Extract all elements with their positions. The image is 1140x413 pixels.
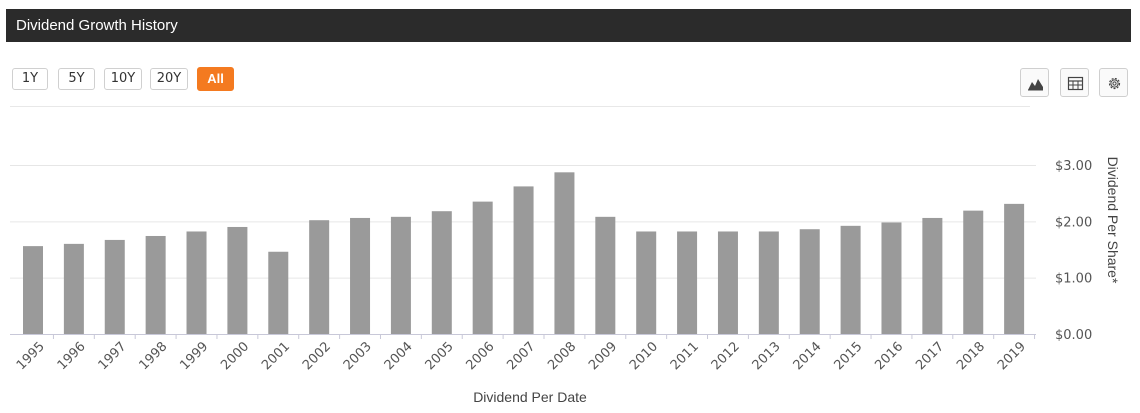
bar-2013[interactable] — [758, 231, 779, 334]
bar-1996[interactable] — [63, 243, 84, 334]
x-tick-label: 2009 — [586, 339, 620, 373]
x-tick-label: 2008 — [545, 339, 579, 373]
y-tick-label: $3.00 — [1055, 159, 1092, 174]
bar-2002[interactable] — [309, 220, 330, 334]
x-tick-label: 1997 — [96, 339, 130, 373]
y-tick-label: $2.00 — [1055, 215, 1092, 230]
bar-2003[interactable] — [350, 217, 371, 334]
bar-1999[interactable] — [186, 231, 207, 334]
x-tick-label: 2019 — [995, 339, 1029, 373]
bar-1995[interactable] — [23, 246, 43, 334]
bar-2014[interactable] — [799, 229, 820, 334]
bar-1998[interactable] — [145, 235, 166, 334]
x-tick-label: 2005 — [423, 339, 457, 373]
bar-2019[interactable] — [1004, 203, 1025, 334]
x-tick-label: 2000 — [218, 339, 252, 373]
x-tick-label: 2011 — [668, 339, 702, 373]
x-tick-label: 2018 — [954, 339, 988, 373]
bar-2006[interactable] — [472, 201, 493, 334]
range-10y-button[interactable]: 10Y — [104, 68, 142, 90]
x-tick-label: 1999 — [177, 339, 211, 373]
table-icon — [1067, 76, 1084, 91]
bar-2007[interactable] — [513, 186, 534, 334]
x-tick-label: 2012 — [709, 339, 743, 373]
chart-header: Dividend Growth History — [6, 9, 1131, 42]
range-all-button[interactable]: All — [197, 67, 234, 91]
bar-2001[interactable] — [268, 251, 289, 334]
bar-2011[interactable] — [677, 231, 698, 334]
bar-2012[interactable] — [717, 231, 738, 334]
x-tick-label: 2016 — [872, 339, 906, 373]
x-tick-label: 1998 — [136, 339, 170, 373]
x-tick-label: 2007 — [504, 339, 538, 373]
area-chart-toggle-button[interactable] — [1020, 68, 1049, 97]
x-tick-label: 2004 — [382, 339, 416, 373]
x-tick-label: 2001 — [259, 339, 293, 373]
area-chart-icon — [1028, 79, 1043, 91]
toolbar-divider — [10, 106, 1030, 107]
bar-2008[interactable] — [554, 172, 575, 334]
y-tick-label: $0.00 — [1055, 328, 1092, 343]
x-tick-label: 2013 — [750, 339, 784, 373]
y-tick-label: $1.00 — [1055, 272, 1092, 287]
x-tick-label: 2006 — [464, 339, 498, 373]
bar-2018[interactable] — [963, 210, 984, 334]
y-axis-title: Dividend Per Share* — [1105, 157, 1121, 284]
x-tick-label: 2017 — [913, 339, 947, 373]
x-tick-label: 1996 — [55, 339, 89, 373]
gear-icon — [1108, 77, 1121, 90]
range-5y-button[interactable]: 5Y — [58, 68, 95, 90]
range-1y-button[interactable]: 1Y — [12, 68, 48, 90]
bar-2005[interactable] — [431, 211, 452, 334]
x-tick-label: 2002 — [300, 339, 334, 373]
range-20y-button[interactable]: 20Y — [150, 68, 188, 90]
x-axis-title: Dividend Per Date — [473, 389, 587, 405]
x-tick-label: 1995 — [14, 339, 48, 373]
bar-2009[interactable] — [595, 216, 616, 334]
x-tick-label: 2003 — [341, 339, 375, 373]
x-tick-label: 2014 — [791, 339, 825, 373]
chart-title: Dividend Growth History — [16, 17, 178, 34]
settings-button[interactable] — [1099, 68, 1128, 97]
bar-2000[interactable] — [227, 226, 248, 334]
table-view-button[interactable] — [1060, 68, 1089, 97]
bar-2010[interactable] — [636, 231, 657, 334]
bar-2017[interactable] — [922, 217, 943, 334]
x-tick-label: 2015 — [831, 339, 865, 373]
bar-2015[interactable] — [840, 225, 861, 334]
bar-2004[interactable] — [390, 216, 411, 334]
bar-2016[interactable] — [881, 222, 902, 334]
bar-1997[interactable] — [104, 239, 125, 334]
x-tick-label: 2010 — [627, 339, 661, 373]
